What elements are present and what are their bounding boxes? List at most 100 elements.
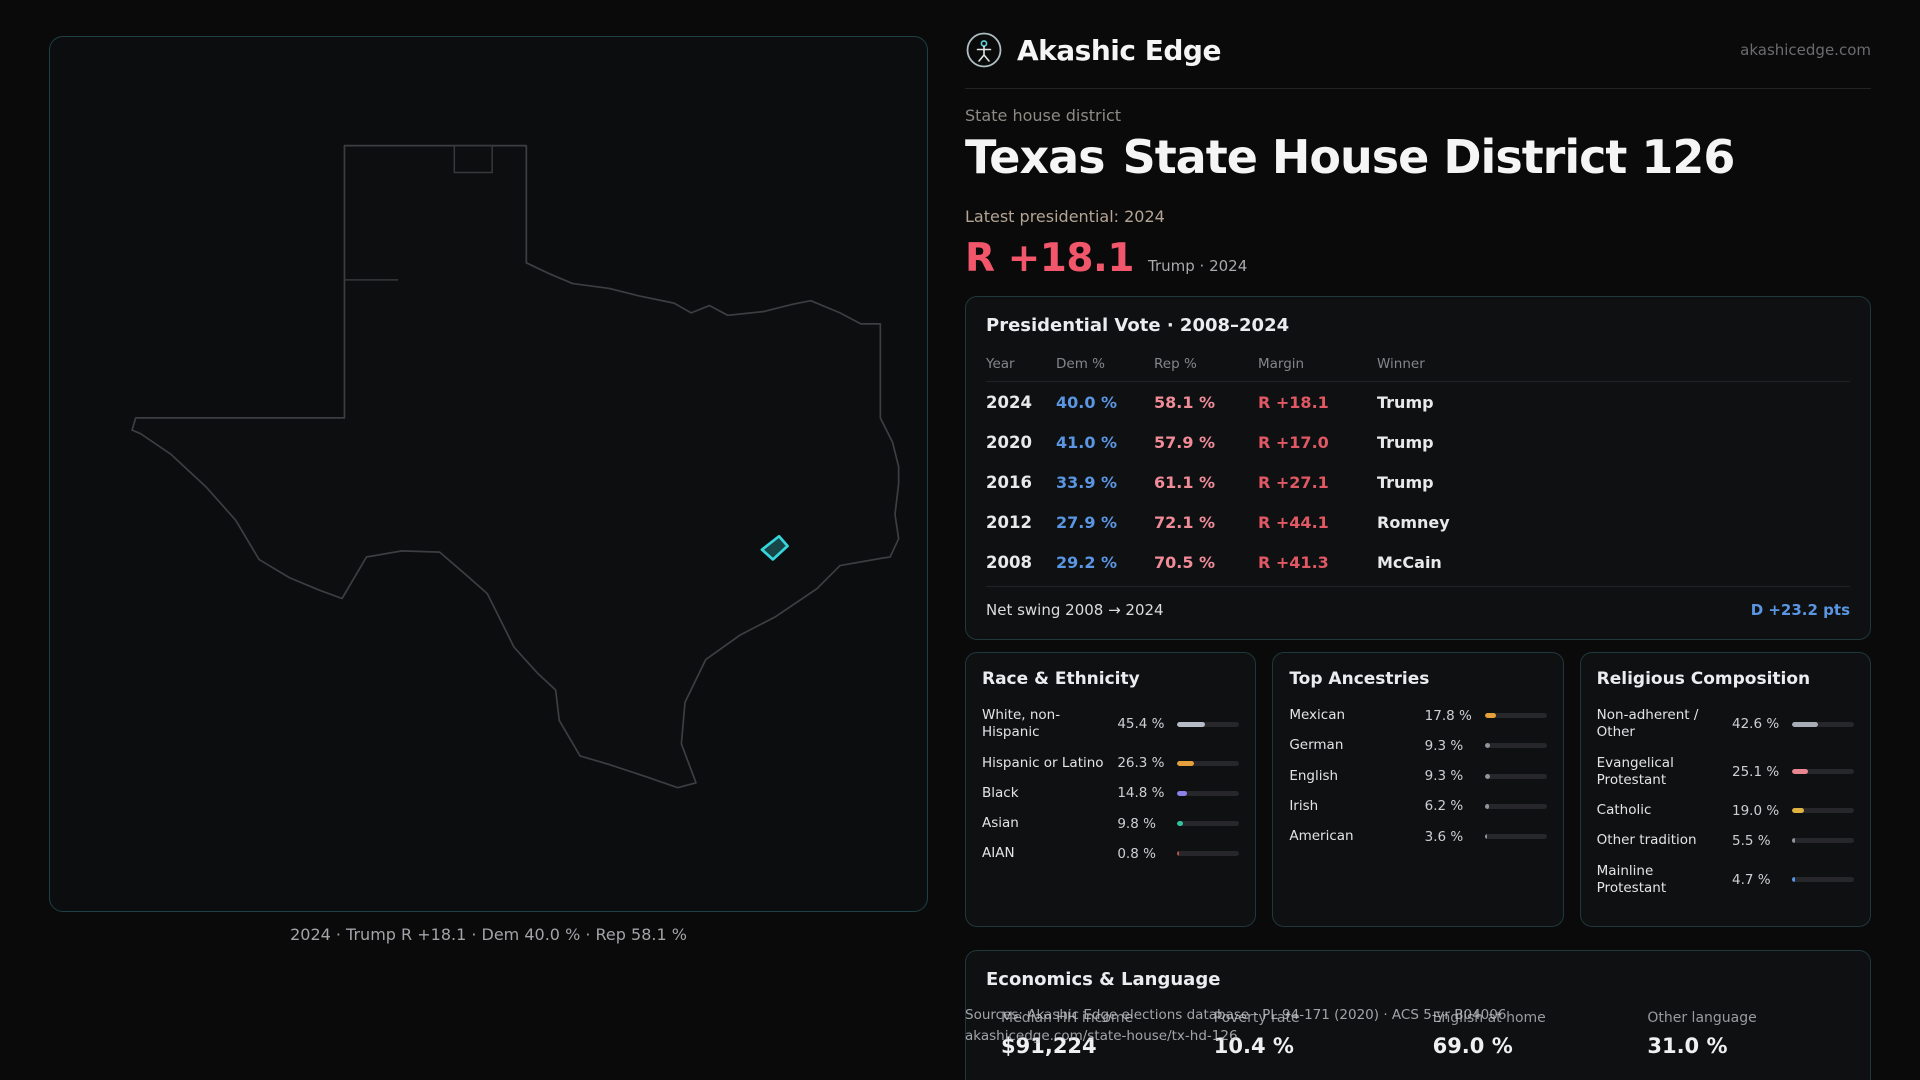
stat-label: Median HH income <box>1001 1010 1134 1026</box>
stat-bar-fill <box>1177 721 1206 727</box>
section-label: State house district <box>965 106 1122 125</box>
stat-label: Non-adherent / Other <box>1596 707 1699 741</box>
stat-block: Poverty rate 10.4 % <box>1214 1010 1433 1058</box>
stat-value: 17.8 % <box>1424 707 1472 724</box>
top-ancestries-card: Top Ancestries Mexican 17.8 % German 9.3… <box>1272 652 1564 928</box>
stat-row: Other tradition 5.5 % <box>1597 832 1854 849</box>
stat-label: Other language <box>1647 1010 1757 1026</box>
net-swing-row: Net swing 2008 → 2024 D +23.2 pts <box>986 586 1850 619</box>
economics-stats-row: Median HH income $91,224 Poverty rate 10… <box>986 1010 1850 1058</box>
table-row: 2020 41.0 % 57.9 % R +17.0 Trump <box>986 422 1850 462</box>
net-swing-label: Net swing 2008 → 2024 <box>986 601 1164 619</box>
stat-bar-track <box>1791 721 1854 727</box>
brand-domain-link[interactable]: akashicedge.com <box>1740 41 1871 59</box>
stat-value: 4.7 % <box>1731 871 1771 888</box>
stat-value: $91,224 <box>1001 1034 1097 1058</box>
page-title: Texas State House District 126 <box>965 130 1736 184</box>
stat-label: German <box>1289 737 1344 754</box>
stat-bar-track <box>1791 808 1854 814</box>
stat-value: 9.3 % <box>1424 737 1464 754</box>
religious-composition-title: Religious Composition <box>1596 669 1811 689</box>
stat-row: American 3.6 % <box>1289 828 1547 845</box>
header: Akashic Edge akashicedge.com <box>965 28 1871 72</box>
religious-composition-card: Religious Composition Non-adherent / Oth… <box>1579 652 1871 928</box>
stat-value: 10.4 % <box>1213 1034 1294 1058</box>
stat-label: Mexican <box>1289 707 1346 723</box>
cell-year: 2024 <box>986 392 1032 412</box>
stat-label: Asian <box>982 815 1019 832</box>
stat-block: Other language 31.0 % <box>1647 1010 1850 1058</box>
stat-value: 31.0 % <box>1647 1034 1728 1058</box>
stat-bar-track <box>1177 851 1240 857</box>
stat-bar-track <box>1484 773 1547 779</box>
cell-margin: R +44.1 <box>1258 512 1329 532</box>
cell-year: 2020 <box>986 432 1032 452</box>
presidential-vote-card: Presidential Vote · 2008–2024 Year Dem %… <box>965 296 1871 640</box>
top-ancestries-title: Top Ancestries <box>1289 669 1430 689</box>
stat-value: 14.8 % <box>1117 785 1165 802</box>
brand-name: Akashic Edge <box>1017 33 1221 67</box>
lead-margin-value: R +18.1 <box>965 236 1135 281</box>
stat-value: 6.2 % <box>1424 798 1464 815</box>
stat-row: German 9.3 % <box>1289 737 1547 754</box>
stat-bar-fill <box>1791 769 1808 775</box>
stat-bar-track <box>1484 803 1547 809</box>
stat-label: Hispanic or Latino <box>982 754 1104 771</box>
stat-label: White, non-Hispanic <box>982 707 1061 741</box>
stat-bar-fill <box>1791 808 1804 814</box>
stat-bar-track <box>1177 821 1240 827</box>
header-divider <box>965 88 1871 89</box>
cell-year: 2008 <box>986 552 1032 572</box>
cell-margin: R +27.1 <box>1258 472 1329 492</box>
stat-bar-fill <box>1484 834 1487 840</box>
stat-label: AIAN <box>982 845 1015 862</box>
cell-margin: R +17.0 <box>1258 432 1329 452</box>
stat-bar-fill <box>1177 821 1184 827</box>
cell-year: 2012 <box>986 512 1032 532</box>
stat-label: American <box>1289 828 1354 845</box>
cell-rep: 58.1 % <box>1154 392 1216 412</box>
akashic-edge-logo-icon <box>966 32 1002 68</box>
stat-label: Evangelical Protestant <box>1596 754 1674 788</box>
cell-dem: 33.9 % <box>1056 472 1118 492</box>
stat-bar-fill <box>1177 760 1194 766</box>
permalink-url[interactable]: akashicedge.com/state-house/tx-hd-126 <box>965 1027 1238 1044</box>
stat-label: Other tradition <box>1596 832 1697 849</box>
stat-bar-track <box>1791 877 1854 883</box>
page-title-region: Texas <box>965 130 1106 184</box>
stat-bar-track <box>1791 838 1854 844</box>
stat-block: English at home 69.0 % <box>1433 1010 1648 1058</box>
page-title-name: State House District 126 <box>1122 130 1736 184</box>
cell-winner: Romney <box>1377 512 1450 532</box>
stat-bar-fill <box>1177 851 1180 857</box>
stat-bar-track <box>1484 834 1547 840</box>
stat-bar-fill <box>1484 803 1489 809</box>
stat-label: Black <box>982 784 1019 801</box>
cell-margin: R +18.1 <box>1258 392 1329 412</box>
stat-value: 45.4 % <box>1117 716 1165 733</box>
stat-value: 19.0 % <box>1731 802 1780 819</box>
col-header-margin: Margin <box>1258 356 1305 372</box>
stat-value: 25.1 % <box>1731 763 1780 780</box>
cell-rep: 61.1 % <box>1154 472 1216 492</box>
stat-bar-track <box>1791 769 1854 775</box>
stat-bar-track <box>1177 790 1240 796</box>
boundary-artifact-rect <box>453 144 493 174</box>
col-header-winner: Winner <box>1377 356 1425 372</box>
stat-row: Black 14.8 % <box>982 784 1240 802</box>
race-ethnicity-title: Race & Ethnicity <box>982 669 1140 689</box>
stat-bar-fill <box>1484 773 1491 779</box>
stat-bar-track <box>1177 760 1240 766</box>
texas-map <box>131 144 900 789</box>
stat-bar-track <box>1484 713 1547 719</box>
stat-bar-fill <box>1484 743 1491 749</box>
stat-row: Hispanic or Latino 26.3 % <box>982 754 1240 772</box>
stat-row: Asian 9.8 % <box>982 815 1240 832</box>
stat-row: English 9.3 % <box>1289 768 1547 785</box>
stat-row: AIAN 0.8 % <box>982 845 1240 862</box>
cell-dem: 40.0 % <box>1056 392 1118 412</box>
cell-winner: Trump <box>1377 432 1434 452</box>
stat-bar-track <box>1177 721 1240 727</box>
col-header-rep: Rep % <box>1154 356 1197 372</box>
